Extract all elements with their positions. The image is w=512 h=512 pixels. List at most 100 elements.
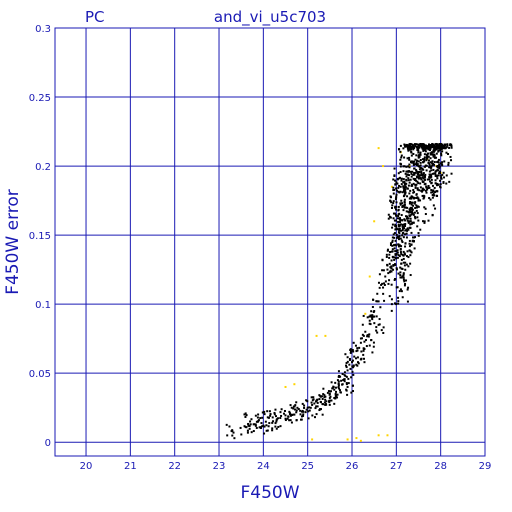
data-point [393,302,396,305]
data-point [254,423,257,426]
data-point [247,422,250,425]
data-point [419,228,422,231]
data-point [417,165,420,168]
data-point [398,255,401,258]
data-point [432,193,435,196]
data-point [397,300,400,303]
data-point [371,305,374,308]
data-point [397,243,400,246]
data-point [409,217,412,220]
data-point [245,426,248,429]
data-point [389,270,392,273]
data-point [423,206,426,209]
data-point [336,393,339,396]
data-point [413,173,416,176]
data-point [308,409,311,412]
data-point [231,434,234,437]
data-point [410,210,413,213]
data-point [401,229,404,232]
data-point [252,430,255,433]
data-point [401,227,404,230]
data-point [312,396,315,399]
data-point [410,203,413,206]
data-point [415,179,418,182]
data-point [419,199,422,202]
data-point [393,256,396,259]
data-point [394,206,397,209]
data-point [255,426,258,429]
data-point [423,157,426,160]
data-point [302,414,305,417]
data-point [356,347,359,350]
data-point [413,143,416,146]
data-point [437,146,440,149]
data-point [405,217,408,220]
data-point [307,417,310,420]
data-point [428,163,431,166]
data-point [403,264,406,267]
data-point [380,283,383,286]
data-point [416,212,419,215]
data-point [411,240,414,243]
data-point [417,232,420,235]
data-point [353,355,356,358]
data-point [398,217,401,220]
data-point [418,168,421,171]
data-point [398,290,401,293]
data-point [424,182,427,185]
data-point [301,402,304,405]
data-point [433,172,436,175]
data-point [394,250,397,253]
data-point [441,173,444,176]
data-point [381,269,384,272]
data-point [417,176,420,179]
data-point [404,242,407,245]
data-point [434,207,437,210]
data-point [436,169,439,172]
data-point [351,365,354,368]
data-point [435,190,438,193]
data-point [347,377,350,380]
data-point [284,414,287,417]
data-point [409,250,412,253]
data-point [401,232,404,235]
data-point [423,220,426,223]
data-point [395,267,398,270]
y-tick-label: 0.3 [35,24,51,35]
data-point [314,400,317,403]
data-point [422,173,425,176]
data-point [391,248,394,251]
data-point [412,148,415,151]
data-point [450,143,453,146]
data-point [399,162,402,165]
data-point [422,145,425,148]
data-point [449,144,452,147]
data-point [392,217,395,220]
data-point [406,229,409,232]
data-point [397,231,400,234]
data-point [239,426,242,429]
data-point [395,201,398,204]
data-point [433,161,436,164]
data-point [436,184,439,187]
data-point [449,155,452,158]
data-point [402,225,405,228]
data-point [431,160,434,163]
data-point [337,384,340,387]
data-point [440,152,443,155]
data-point [434,191,437,194]
data-point [403,165,406,168]
data-point [369,314,372,317]
data-point [397,172,400,175]
data-point [397,223,400,226]
data-point [417,156,420,159]
data-point [400,239,403,242]
data-point [404,229,407,232]
data-point [372,298,375,301]
data-point [412,162,415,165]
data-point [351,361,354,364]
data-point [416,180,419,183]
data-point [407,149,410,152]
data-point [408,192,411,195]
data-point [423,165,426,168]
